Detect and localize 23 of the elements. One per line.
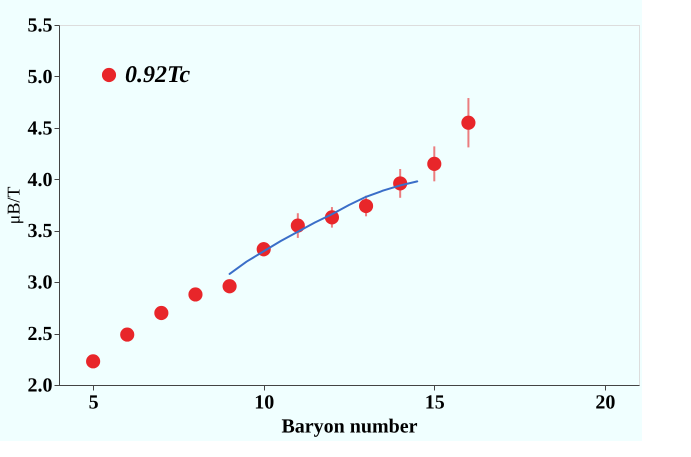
- x-tick-label: 15: [424, 392, 445, 414]
- y-tick-label: 5.5: [28, 14, 52, 36]
- point: [358, 198, 374, 214]
- point: [222, 279, 237, 294]
- point: [427, 156, 442, 171]
- y-axis-title: μB/T: [4, 186, 24, 224]
- y-tick-label: 5.0: [28, 66, 52, 88]
- y-tick-label: 2.5: [28, 323, 52, 346]
- legend-label: 0.92Tc: [125, 62, 190, 88]
- point: [154, 306, 168, 320]
- x-tick-label: 5: [88, 392, 99, 414]
- point: [120, 328, 134, 342]
- point: [461, 116, 476, 130]
- x-tick-label: 20: [595, 392, 616, 414]
- y-tick-label: 2.0: [28, 374, 52, 396]
- x-tick-label: 10: [254, 392, 274, 414]
- point: [86, 354, 100, 368]
- y-tick-label: 4.0: [28, 168, 52, 191]
- x-axis-title: Baryon number: [281, 416, 418, 438]
- y-tick-label: 3.5: [28, 220, 52, 242]
- y-tick-label: 4.5: [28, 117, 52, 140]
- y-tick-label: 3.0: [28, 272, 52, 294]
- point: [188, 287, 203, 302]
